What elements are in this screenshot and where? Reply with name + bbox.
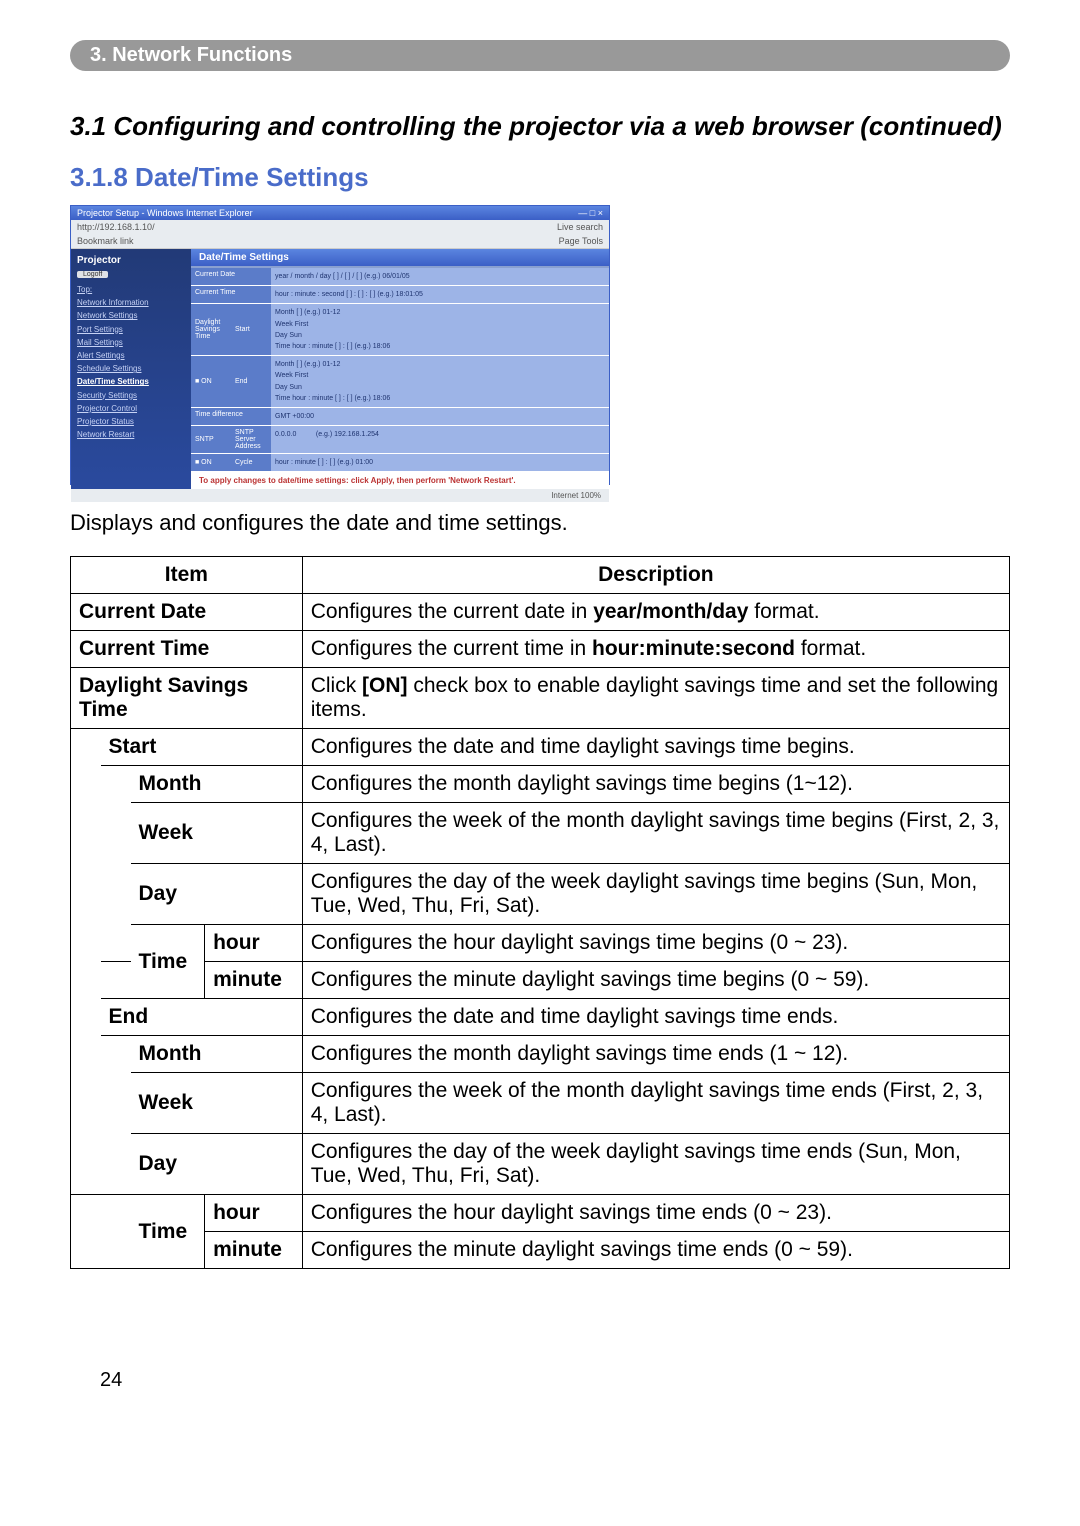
table-row: minute — [205, 1232, 303, 1269]
sidebar-item-mail-settings[interactable]: Mail Settings — [77, 337, 185, 348]
table-row: Configures the hour daylight savings tim… — [302, 925, 1009, 962]
table-row: Click [ON] check box to enable daylight … — [302, 668, 1009, 729]
label-current-time: Current Time — [191, 286, 271, 303]
indent-cell — [101, 1195, 131, 1269]
table-row: Configures the day of the week daylight … — [302, 1134, 1009, 1195]
table-row: Time — [131, 1195, 205, 1269]
value-current-date: year / month / day [ ] / [ ] / [ ] (e.g.… — [271, 268, 609, 285]
value-dst-start: Month [ ] (e.g.) 01-12 Week First Day Su… — [271, 304, 609, 355]
dst-end-time: Time hour : minute [ ] : [ ] (e.g.) 18:0… — [275, 393, 605, 404]
settings-table: Item Description Current Date Configures… — [70, 556, 1010, 1269]
chapter-band: 3. Network Functions — [70, 40, 1010, 71]
indent-cell — [71, 729, 101, 1195]
th-desc: Description — [302, 557, 1009, 594]
indent-cell — [101, 962, 131, 999]
page-number: 24 — [70, 1369, 1010, 1392]
logoff-button[interactable]: Logoff — [77, 271, 108, 278]
label-start: Start — [231, 304, 271, 355]
table-row: Day — [131, 864, 303, 925]
value-cycle: hour : minute [ ] : [ ] (e.g.) 01:00 — [271, 454, 609, 471]
sidebar-item-network-restart[interactable]: Network Restart — [77, 429, 185, 440]
table-row: hour — [205, 925, 303, 962]
table-row: Week — [131, 803, 303, 864]
sidebar-item-projector-status[interactable]: Projector Status — [77, 416, 185, 427]
table-row: Configures the week of the month dayligh… — [302, 1073, 1009, 1134]
table-row: Configures the minute daylight savings t… — [302, 1232, 1009, 1269]
table-row: Start — [101, 729, 303, 766]
intro-text: Displays and configures the date and tim… — [70, 510, 1010, 536]
dst-end-day: Day Sun — [275, 382, 605, 393]
sidebar-item-port-settings[interactable]: Port Settings — [77, 324, 185, 335]
table-row: Current Date — [71, 594, 303, 631]
table-row: Daylight Savings Time — [71, 668, 303, 729]
panel-heading: Date/Time Settings — [191, 249, 609, 268]
sidebar-item-datetime-settings[interactable]: Date/Time Settings — [77, 376, 185, 387]
label-cycle: Cycle — [231, 454, 271, 471]
table-row: minute — [205, 962, 303, 999]
dst-end-month: Month [ ] (e.g.) 01-12 — [275, 359, 605, 370]
subsection-title: 3.1.8 Date/Time Settings — [70, 162, 1010, 193]
table-row: Day — [131, 1134, 303, 1195]
dst-start-month: Month [ ] (e.g.) 01-12 — [275, 307, 605, 318]
label-sntp: SNTP — [191, 426, 231, 453]
value-time-difference: GMT +00:00 — [271, 408, 609, 425]
sidebar: Projector Logoff Top: Network Informatio… — [71, 249, 191, 489]
apply-note: To apply changes to date/time settings: … — [191, 472, 609, 489]
table-row: Configures the week of the month dayligh… — [302, 803, 1009, 864]
th-item: Item — [71, 557, 303, 594]
search-box: Live search — [557, 222, 603, 232]
table-row: Configures the month daylight savings ti… — [302, 1036, 1009, 1073]
window-controls: — □ × — [578, 208, 603, 218]
sidebar-item-network-info[interactable]: Network Information — [77, 297, 185, 308]
dst-start-day: Day Sun — [275, 330, 605, 341]
table-row: Configures the day of the week daylight … — [302, 864, 1009, 925]
label-sntp-addr: SNTP Server Address — [231, 426, 271, 453]
bookmark-link: Bookmark link — [77, 236, 134, 246]
label-dst: Daylight Savings Time — [191, 304, 231, 355]
table-row: Current Time — [71, 631, 303, 668]
table-row: Month — [131, 1036, 303, 1073]
table-row: Configures the hour daylight savings tim… — [302, 1195, 1009, 1232]
sidebar-item-network-settings[interactable]: Network Settings — [77, 310, 185, 321]
sidebar-item-top[interactable]: Top: — [77, 284, 185, 295]
dst-end-week: Week First — [275, 370, 605, 381]
table-row: Configures the month daylight savings ti… — [302, 766, 1009, 803]
sidebar-item-schedule-settings[interactable]: Schedule Settings — [77, 363, 185, 374]
table-row: Time — [131, 925, 205, 999]
table-row: Configures the current date in year/mont… — [302, 594, 1009, 631]
sntp-ip: 0.0.0.0 — [275, 431, 296, 438]
label-end: End — [231, 356, 271, 407]
window-title: Projector Setup - Windows Internet Explo… — [77, 208, 253, 218]
sntp-example: (e.g.) 192.168.1.254 — [316, 431, 379, 438]
sntp-on-toggle[interactable]: ■ ON — [191, 454, 231, 471]
indent-cell — [101, 766, 131, 962]
sidebar-item-security-settings[interactable]: Security Settings — [77, 390, 185, 401]
value-current-time: hour : minute : second [ ] : [ ] : [ ] (… — [271, 286, 609, 303]
table-row: Configures the date and time daylight sa… — [302, 729, 1009, 766]
table-row: Configures the current time in hour:minu… — [302, 631, 1009, 668]
browser-footer: Internet 100% — [71, 489, 609, 502]
section-title: 3.1 Configuring and controlling the proj… — [70, 111, 1010, 142]
sidebar-item-alert-settings[interactable]: Alert Settings — [77, 350, 185, 361]
table-row: Configures the minute daylight savings t… — [302, 962, 1009, 999]
page-tools: Page Tools — [559, 236, 603, 246]
table-row: hour — [205, 1195, 303, 1232]
dst-start-week: Week First — [275, 319, 605, 330]
address-bar: http://192.168.1.10/ — [77, 222, 155, 232]
dst-start-time: Time hour : minute [ ] : [ ] (e.g.) 18:0… — [275, 341, 605, 352]
label-time-difference: Time difference — [191, 408, 271, 425]
value-sntp-addr: 0.0.0.0 (e.g.) 192.168.1.254 — [271, 426, 609, 453]
value-dst-end: Month [ ] (e.g.) 01-12 Week First Day Su… — [271, 356, 609, 407]
indent-cell — [71, 1195, 101, 1269]
dst-on-toggle[interactable]: ■ ON — [191, 356, 231, 407]
settings-screenshot: Projector Setup - Windows Internet Explo… — [70, 205, 610, 485]
indent-cell — [101, 1036, 131, 1195]
table-row: End — [101, 999, 303, 1036]
table-row: Configures the date and time daylight sa… — [302, 999, 1009, 1036]
table-row: Month — [131, 766, 303, 803]
sidebar-title: Projector — [77, 255, 185, 266]
sidebar-item-projector-control[interactable]: Projector Control — [77, 403, 185, 414]
table-row: Week — [131, 1073, 303, 1134]
label-current-date: Current Date — [191, 268, 271, 285]
